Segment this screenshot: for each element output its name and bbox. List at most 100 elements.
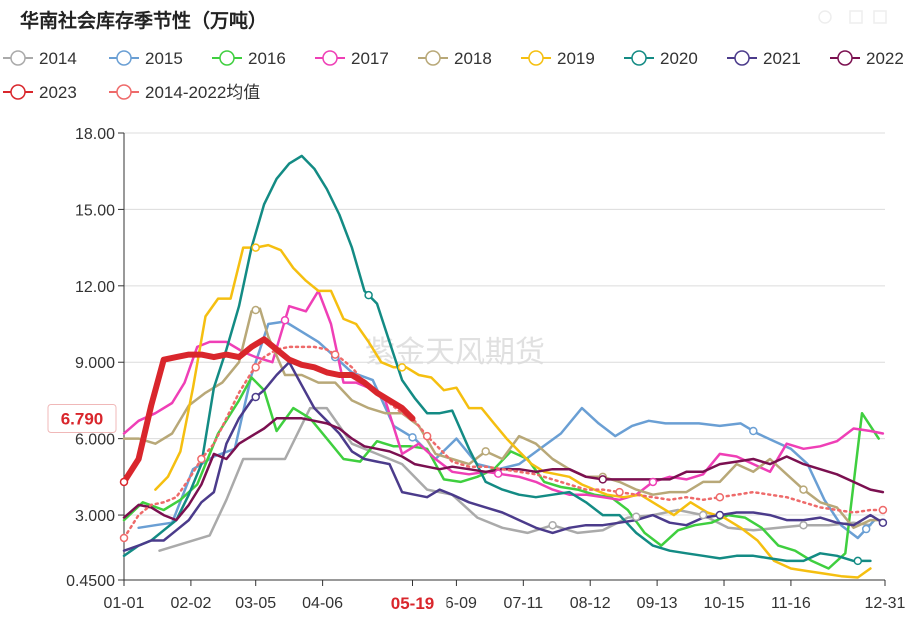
legend-item-2023[interactable]: 2023	[3, 83, 77, 102]
y-tick-label: 9.000	[75, 355, 115, 372]
legend-item-2018[interactable]: 2018	[418, 49, 492, 68]
series-line-2014	[158, 406, 872, 552]
x-tick-label: 09-13	[637, 595, 678, 612]
point-marker-2020	[853, 556, 863, 566]
point-marker-2014-2022均值	[119, 533, 129, 543]
point-marker-2014-2022均值	[615, 487, 624, 497]
y-tick-label: 12.00	[75, 279, 115, 296]
legend-marker	[734, 50, 750, 66]
legend-marker	[116, 50, 132, 66]
legend-item-2015[interactable]: 2015	[109, 49, 183, 68]
legend-label: 2018	[454, 49, 492, 68]
legend-item-2017[interactable]: 2017	[315, 49, 389, 68]
point-marker-2014-2022均值	[330, 350, 340, 359]
point-marker-2018	[481, 447, 490, 456]
y-tick-label: 0.4500	[66, 573, 115, 590]
legend-label: 2015	[145, 49, 183, 68]
legend-label: 2021	[763, 49, 801, 68]
x-tick-label: 07-11	[503, 595, 543, 612]
legend-label: 2022	[866, 49, 904, 68]
y-highlight-box	[47, 404, 117, 434]
point-marker-2014	[631, 512, 641, 521]
y-tick-label: 6.000	[75, 432, 115, 449]
legend-marker	[116, 84, 132, 100]
point-marker-2023	[119, 477, 129, 487]
point-marker-2014	[799, 520, 808, 530]
point-marker-2021	[251, 392, 260, 402]
legend-item-2022[interactable]: 2022	[830, 49, 904, 68]
legend-item-2014[interactable]: 2014	[3, 49, 77, 68]
legend-item-2021[interactable]: 2021	[727, 49, 801, 68]
marker-layer	[119, 243, 888, 566]
x-tick-label: 02-02	[170, 595, 211, 612]
point-marker-2018	[251, 305, 260, 315]
legend-marker	[10, 84, 26, 100]
x-highlight-label: 05-19	[391, 594, 434, 613]
legend-marker	[837, 50, 853, 66]
point-marker-2018	[799, 485, 808, 494]
x-tick-label: 08-12	[570, 595, 611, 612]
watermark: 紫金天风期货	[365, 335, 545, 370]
point-marker-2014-2022均值	[878, 505, 888, 515]
series-line-2019	[154, 243, 872, 579]
legend-label: 2014-2022均值	[145, 83, 260, 102]
point-marker-2022	[598, 475, 608, 484]
point-marker-2015	[749, 426, 758, 436]
x-tick-label: 04-06	[302, 595, 343, 612]
highlight-layer: 6.790 05-19	[47, 404, 447, 615]
chart-title: 华南社会库存季节性（万吨）	[20, 9, 267, 32]
grid	[124, 132, 885, 516]
legend-marker	[219, 50, 235, 66]
legend-marker	[10, 50, 26, 66]
legend-marker	[425, 50, 441, 66]
x-highlight-box	[378, 589, 447, 615]
point-marker-2019	[397, 363, 407, 372]
point-marker-2014-2022均值	[422, 431, 432, 441]
point-marker-2017	[648, 477, 658, 487]
legend-item-2019[interactable]: 2019	[521, 49, 595, 68]
legend-label: 2019	[557, 49, 595, 68]
point-marker-2020	[364, 290, 373, 300]
series-line-2014-2022均值	[122, 345, 885, 540]
x-axis: 01-01 02-02 03-05 04-06 06-09 07-11 08-12 09-13…	[104, 579, 906, 612]
point-marker-2015	[408, 433, 417, 442]
series-layer	[121, 154, 885, 579]
legend-marker	[631, 50, 647, 66]
y-axis: 18.00 15.00 12.00 9.000 6.000 3.000 0.4500	[66, 126, 125, 590]
x-tick-label: 03-05	[235, 595, 276, 612]
legend-marker	[322, 50, 338, 66]
legend-label: 2017	[351, 49, 389, 68]
series-line-2018	[122, 307, 885, 530]
series-line-2020	[122, 154, 872, 563]
toolbox[interactable]	[818, 10, 887, 24]
legend-item-2014-2022均值[interactable]: 2014-2022均值	[109, 83, 260, 102]
point-marker-2021	[878, 518, 888, 527]
x-tick-label: 01-01	[104, 595, 145, 612]
series-line-2023	[121, 336, 416, 485]
legend-label: 2023	[39, 83, 77, 102]
point-marker-2014	[698, 510, 708, 520]
x-tick-label: 12-31	[865, 595, 906, 612]
legend-marker	[528, 50, 544, 66]
y-tick-label: 18.00	[75, 126, 115, 143]
series-line-2022	[122, 417, 885, 522]
legend-item-2020[interactable]: 2020	[624, 49, 698, 68]
point-marker-2014-2022均值	[251, 363, 260, 372]
point-marker-2014	[548, 520, 557, 530]
x-tick-label: 11-16	[771, 595, 811, 612]
point-marker-2017	[280, 315, 290, 325]
y-tick-label: 15.00	[75, 202, 115, 219]
point-marker-2021	[715, 510, 725, 520]
save-image-icon[interactable]	[873, 10, 887, 24]
y-highlight-label: 6.790	[61, 410, 104, 429]
restore-icon[interactable]	[849, 10, 863, 24]
zoom-icon[interactable]	[818, 10, 832, 24]
legend-label: 2020	[660, 49, 698, 68]
point-marker-2014-2022均值	[197, 454, 206, 464]
legend-item-2016[interactable]: 2016	[212, 49, 286, 68]
legend-label: 2014	[39, 49, 77, 68]
point-marker-2017	[493, 469, 503, 478]
series-line-2016	[122, 376, 880, 570]
point-marker-2019	[251, 243, 260, 252]
